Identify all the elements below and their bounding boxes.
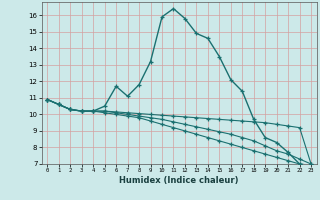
X-axis label: Humidex (Indice chaleur): Humidex (Indice chaleur) <box>119 176 239 185</box>
